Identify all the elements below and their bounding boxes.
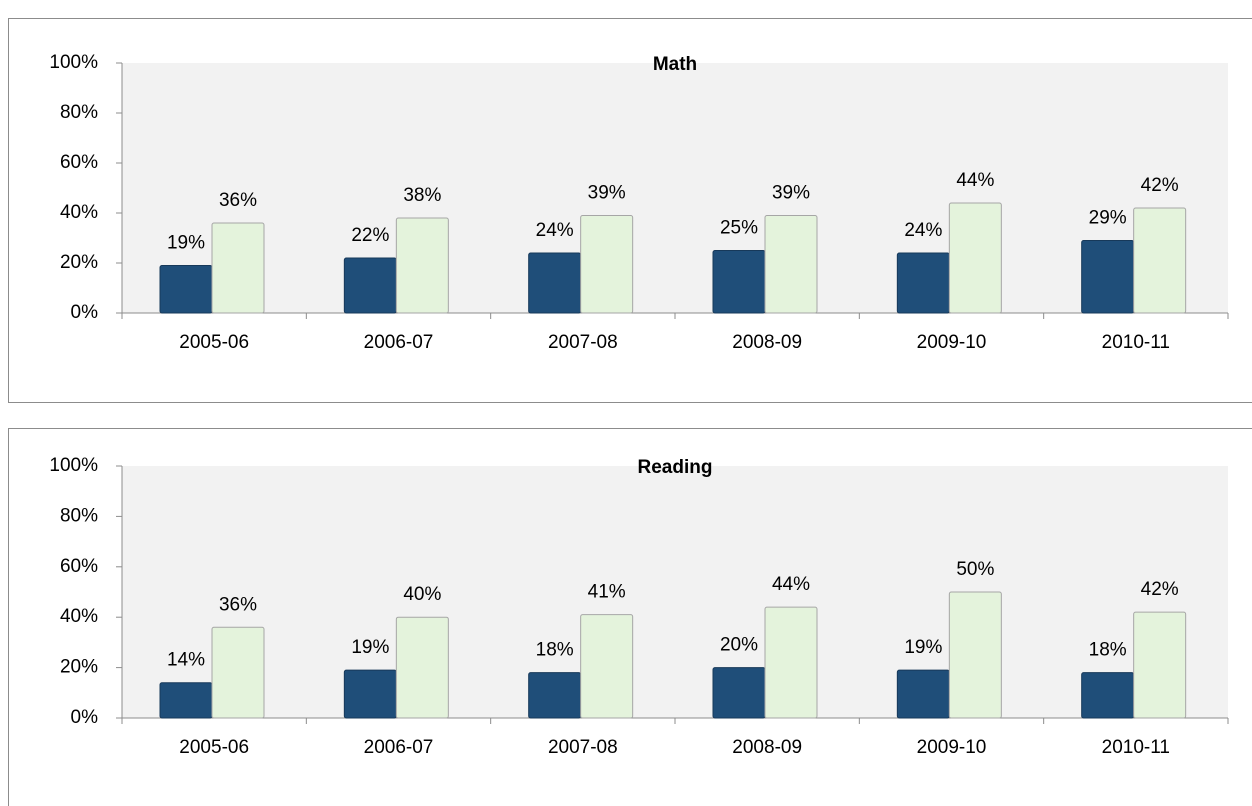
bar — [764, 215, 818, 314]
data-label: 36% — [219, 594, 257, 615]
bar — [896, 669, 950, 719]
chart-title: Math — [653, 54, 697, 75]
data-label: 14% — [167, 650, 205, 671]
y-tick-label: 80% — [60, 505, 98, 526]
data-label: 19% — [351, 637, 389, 658]
x-tick-label: 2010-11 — [1102, 737, 1170, 758]
data-label: 36% — [219, 190, 257, 211]
data-label: 50% — [956, 559, 994, 580]
data-label: 18% — [1089, 640, 1127, 661]
plot-area — [122, 63, 1228, 313]
x-tick-label: 2010-11 — [1102, 332, 1170, 353]
bar — [1081, 240, 1135, 314]
data-label: 42% — [1141, 175, 1179, 196]
y-tick-label: 40% — [60, 202, 98, 223]
bar — [211, 626, 265, 719]
bar — [1133, 611, 1187, 719]
x-tick-label: 2007-08 — [548, 737, 618, 758]
data-label: 44% — [956, 170, 994, 191]
bar — [948, 202, 1002, 314]
bar — [764, 606, 818, 719]
x-tick-label: 2005-06 — [179, 737, 249, 758]
y-tick-label: 60% — [60, 152, 98, 173]
y-tick-label: 0% — [71, 302, 99, 323]
x-tick-label: 2006-07 — [364, 737, 434, 758]
x-tick-label: 2008-09 — [732, 737, 802, 758]
data-label: 24% — [904, 220, 942, 241]
bar — [159, 265, 213, 314]
data-label: 29% — [1089, 208, 1127, 229]
plot-area — [122, 466, 1228, 718]
bar — [395, 217, 449, 314]
bar — [712, 250, 766, 314]
data-label: 42% — [1141, 579, 1179, 600]
x-tick-label: 2006-07 — [364, 332, 434, 353]
bar — [948, 591, 1002, 719]
x-tick-label: 2009-10 — [917, 332, 987, 353]
data-label: 20% — [720, 635, 758, 656]
y-tick-label: 100% — [49, 455, 98, 476]
x-tick-label: 2007-08 — [548, 332, 618, 353]
data-label: 44% — [772, 574, 810, 595]
x-tick-label: 2008-09 — [732, 332, 802, 353]
data-label: 39% — [772, 183, 810, 204]
y-tick-label: 40% — [60, 606, 98, 627]
bar — [896, 252, 950, 314]
data-label: 39% — [588, 183, 626, 204]
bar — [712, 667, 766, 719]
chart-title: Reading — [638, 457, 713, 478]
data-label: 19% — [904, 637, 942, 658]
data-label: 40% — [403, 584, 441, 605]
data-label: 25% — [720, 218, 758, 239]
bar — [580, 215, 634, 314]
bar — [343, 257, 397, 314]
bar — [528, 672, 582, 719]
x-tick-label: 2005-06 — [179, 332, 249, 353]
data-label: 38% — [403, 185, 441, 206]
y-tick-label: 80% — [60, 102, 98, 123]
bar — [580, 614, 634, 719]
y-tick-label: 60% — [60, 556, 98, 577]
y-tick-label: 20% — [60, 252, 98, 273]
data-label: 22% — [351, 225, 389, 246]
data-label: 18% — [536, 640, 574, 661]
bar — [395, 616, 449, 719]
y-tick-label: 100% — [49, 52, 98, 73]
y-tick-label: 20% — [60, 657, 98, 678]
bar — [1133, 207, 1187, 314]
bar — [159, 682, 213, 719]
bar — [1081, 672, 1135, 719]
data-label: 24% — [536, 220, 574, 241]
data-label: 19% — [167, 233, 205, 254]
y-tick-label: 0% — [71, 707, 99, 728]
bar — [528, 252, 582, 314]
bar — [343, 669, 397, 719]
bar — [211, 222, 265, 314]
data-label: 41% — [588, 582, 626, 603]
x-tick-label: 2009-10 — [917, 737, 987, 758]
